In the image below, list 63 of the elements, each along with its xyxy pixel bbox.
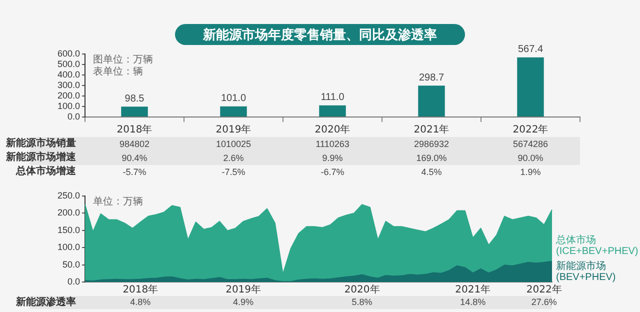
text: 5.8% — [352, 297, 372, 308]
x-tick-label: 2022年 — [526, 284, 562, 296]
text: 2986932 — [414, 138, 450, 150]
text: 27.6% — [531, 297, 557, 308]
text: 新能源市场销量 — [5, 138, 76, 150]
text: -6.7% — [320, 166, 344, 178]
bar — [418, 86, 445, 116]
y-tick-label: 100.0 — [57, 100, 80, 111]
text: 新能源渗透率 — [15, 297, 76, 308]
text: 169.0% — [416, 152, 447, 164]
text: 新能源市场增速 — [5, 152, 76, 164]
annotation: 表单位：辆 — [93, 66, 143, 78]
x-tick-label: 2022年 — [512, 124, 548, 136]
text: 2.6% — [223, 152, 244, 164]
data-label: 101.0 — [220, 93, 246, 104]
text: 9.9% — [322, 152, 343, 164]
text: 1110263 — [316, 138, 350, 150]
text: 5674286 — [512, 138, 548, 150]
y-tick-label: 250.0 — [57, 190, 80, 200]
x-tick-label: 2020年 — [344, 284, 380, 296]
y-tick-label: 200.0 — [57, 208, 80, 218]
text: -7.5% — [222, 166, 246, 178]
text: 90.0% — [518, 152, 544, 164]
x-tick-label: 2019年 — [216, 124, 252, 136]
text: 14.8% — [460, 297, 486, 308]
text: 1010025 — [216, 138, 252, 150]
data-label: 567.4 — [518, 44, 544, 56]
text: 总体市场增速 — [14, 166, 76, 178]
data-label: 111.0 — [320, 92, 345, 104]
bar — [319, 105, 346, 116]
x-tick-label: 2021年 — [455, 284, 491, 296]
data-label: 298.7 — [418, 72, 444, 84]
y-tick-label: 150.0 — [57, 224, 80, 235]
text: 984802 — [119, 138, 150, 150]
bar — [220, 106, 247, 116]
y-tick-label: 0.0 — [67, 276, 80, 286]
chart-title: 新能源市场年度零售销量、同比及渗透率 — [175, 24, 465, 45]
text: 4.5% — [421, 166, 442, 178]
x-tick-label: 2018年 — [116, 124, 152, 136]
bar — [121, 106, 148, 116]
x-tick-label: 2020年 — [314, 124, 350, 136]
text: 1.9% — [520, 166, 541, 178]
x-tick-label: 2019年 — [226, 284, 262, 296]
y-tick-label: 600.0 — [57, 48, 80, 58]
annotation: 单位：万辆 — [93, 196, 143, 208]
x-tick-label: 2018年 — [122, 284, 158, 296]
text: 90.4% — [122, 152, 148, 164]
y-tick-label: 200.0 — [57, 90, 80, 100]
y-tick-label: 400.0 — [57, 69, 80, 80]
series-label: 总体市场 (ICE+BEV+PHEV) — [555, 234, 638, 258]
text: 4.8% — [130, 297, 151, 308]
x-tick-label: 2021年 — [414, 124, 450, 136]
y-tick-label: 0.0 — [67, 111, 80, 122]
annotation: 图单位：万辆 — [93, 54, 153, 66]
y-tick-label: 300.0 — [57, 80, 80, 90]
y-tick-label: 50.0 — [62, 259, 80, 270]
bar — [517, 57, 544, 116]
y-tick-label: 100.0 — [57, 242, 80, 252]
series-label: 新能源市场 (BEV+PHEV) — [556, 260, 616, 283]
data-label: 98.5 — [124, 93, 145, 104]
text: 4.9% — [233, 297, 254, 308]
text: -5.7% — [122, 166, 146, 178]
y-tick-label: 500.0 — [57, 58, 80, 69]
